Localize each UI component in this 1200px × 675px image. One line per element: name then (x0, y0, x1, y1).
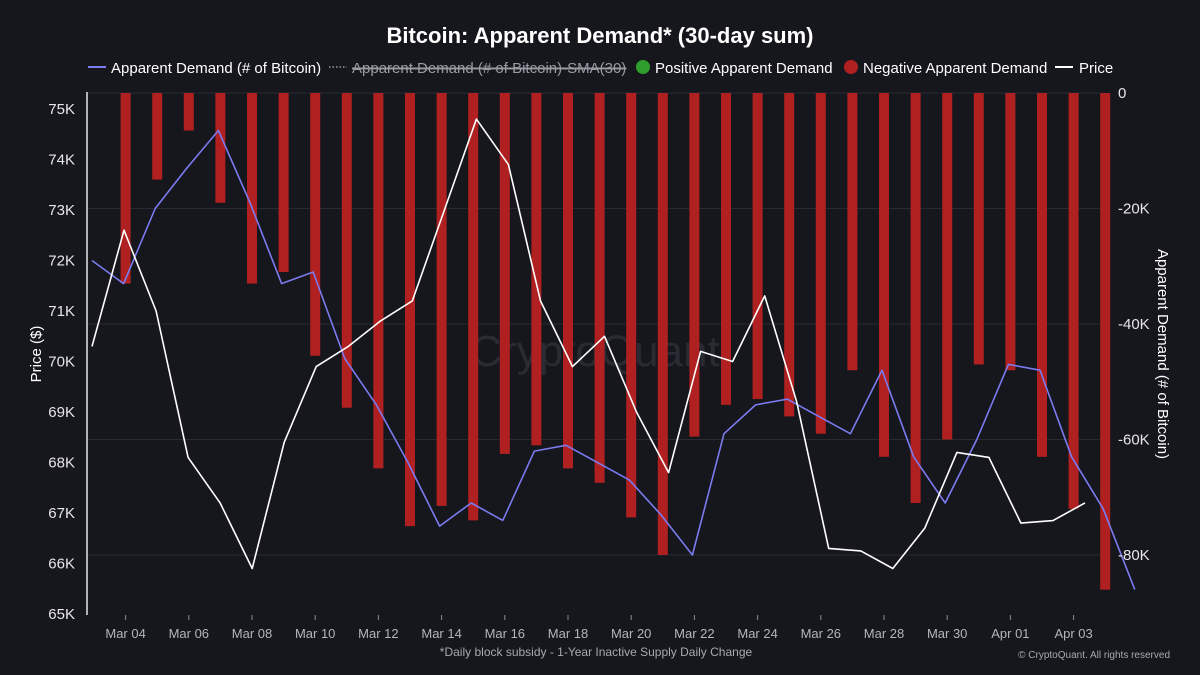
demand-bar (183, 93, 194, 131)
x-tick-label: Mar 10 (295, 626, 335, 641)
x-tick-label: Mar 18 (548, 626, 588, 641)
chart-title: Bitcoin: Apparent Demand* (30-day sum) (386, 23, 813, 48)
footnote: *Daily block subsidy - 1-Year Inactive S… (440, 645, 753, 659)
demand-bar (626, 93, 637, 518)
legend-marker (636, 60, 650, 74)
demand-bar (278, 93, 289, 273)
demand-bar (973, 93, 984, 365)
x-tick-label: Apr 01 (991, 626, 1029, 641)
y-tick-label-right: -80K (1118, 547, 1150, 564)
x-tick-label: Mar 28 (864, 626, 904, 641)
y-tick-label-left: 67K (48, 505, 75, 522)
y-tick-label-left: 69K (48, 404, 75, 421)
demand-bar (784, 93, 795, 417)
x-tick-label: Mar 22 (674, 626, 714, 641)
y-axis-label-left: Price ($) (28, 326, 45, 383)
legend-label: Apparent Demand (# of Bitcoin) (111, 60, 321, 77)
apparent-demand-line (91, 129, 1136, 590)
legend-marker (844, 60, 858, 74)
y-tick-label-left: 73K (48, 202, 75, 219)
demand-bar (215, 93, 226, 203)
copyright: © CryptoQuant. All rights reserved (1018, 650, 1170, 661)
x-tick-label: Apr 03 (1054, 626, 1092, 641)
x-tick-label: Mar 24 (737, 626, 777, 641)
demand-bar (752, 93, 763, 400)
x-tick-label: Mar 06 (169, 626, 209, 641)
demand-bar (1068, 93, 1079, 509)
demand-bar (1005, 93, 1016, 371)
y-tick-label-left: 71K (48, 303, 75, 320)
demand-bar (1100, 93, 1111, 590)
demand-bar (436, 93, 447, 506)
demand-bar (341, 93, 352, 408)
y-tick-label-left: 68K (48, 455, 75, 472)
demand-bar (721, 93, 731, 405)
y-tick-label-left: 65K (48, 606, 75, 623)
y-tick-label-right: -20K (1118, 201, 1150, 218)
demand-bar (815, 93, 826, 434)
series-lines (91, 118, 1136, 590)
demand-bar (942, 93, 953, 440)
y-tick-label-right: -40K (1118, 316, 1150, 333)
demand-bar (531, 93, 542, 446)
y-axis-label-right: Apparent Demand (# of Bitcoin) (1154, 249, 1171, 459)
y-tick-label-left: 66K (48, 556, 75, 573)
x-tick-label: Mar 08 (232, 626, 272, 641)
y-tick-label-left: 75K (48, 101, 75, 118)
price-line (91, 118, 1086, 570)
y-tick-label-right: 0 (1118, 85, 1126, 102)
demand-bar (910, 93, 921, 504)
x-axis-ticks: Mar 04 Mar 06 Mar 08 Mar 10 Mar 12 Mar 14 Mar … (105, 615, 1093, 641)
legend-label: Positive Apparent Demand (655, 60, 833, 77)
y-tick-label-left: 70K (48, 354, 75, 371)
y-tick-label-left: 72K (48, 253, 75, 270)
legend: Apparent Demand (# of Bitcoin) Apparent D… (88, 60, 1113, 77)
demand-bar (847, 93, 858, 371)
demand-bar (120, 93, 131, 284)
x-tick-label: Mar 30 (927, 626, 967, 641)
y-tick-label-left: 74K (48, 152, 75, 169)
y-tick-label-right: -60K (1118, 432, 1150, 449)
demand-bar (657, 93, 668, 555)
x-tick-label: Mar 20 (611, 626, 651, 641)
x-tick-label: Mar 04 (105, 626, 145, 641)
demand-bar (152, 93, 163, 180)
right-axis-ticks: 0 -20K -40K -60K -80K (1118, 85, 1150, 564)
x-tick-label: Mar 16 (485, 626, 525, 641)
demand-bar (594, 93, 605, 483)
demand-bar (689, 93, 700, 437)
left-axis-ticks: 65K 66K 67K 68K 69K 70K 71K 72K 73K 74K 75K (48, 101, 75, 623)
demand-bar (879, 93, 889, 457)
demand-bar (310, 93, 321, 356)
demand-bar (499, 93, 510, 454)
bars (120, 93, 1111, 590)
x-tick-label: Mar 12 (358, 626, 398, 641)
x-tick-label: Mar 26 (801, 626, 841, 641)
x-tick-label: Mar 14 (421, 626, 461, 641)
demand-bar (1037, 93, 1047, 457)
demand-bar (563, 93, 573, 469)
demand-bar (405, 93, 415, 527)
demand-bar (468, 93, 479, 521)
demand-bar (247, 93, 257, 284)
legend-label: Price (1079, 60, 1113, 77)
legend-label: Negative Apparent Demand (863, 60, 1047, 77)
demand-bar (373, 93, 384, 469)
